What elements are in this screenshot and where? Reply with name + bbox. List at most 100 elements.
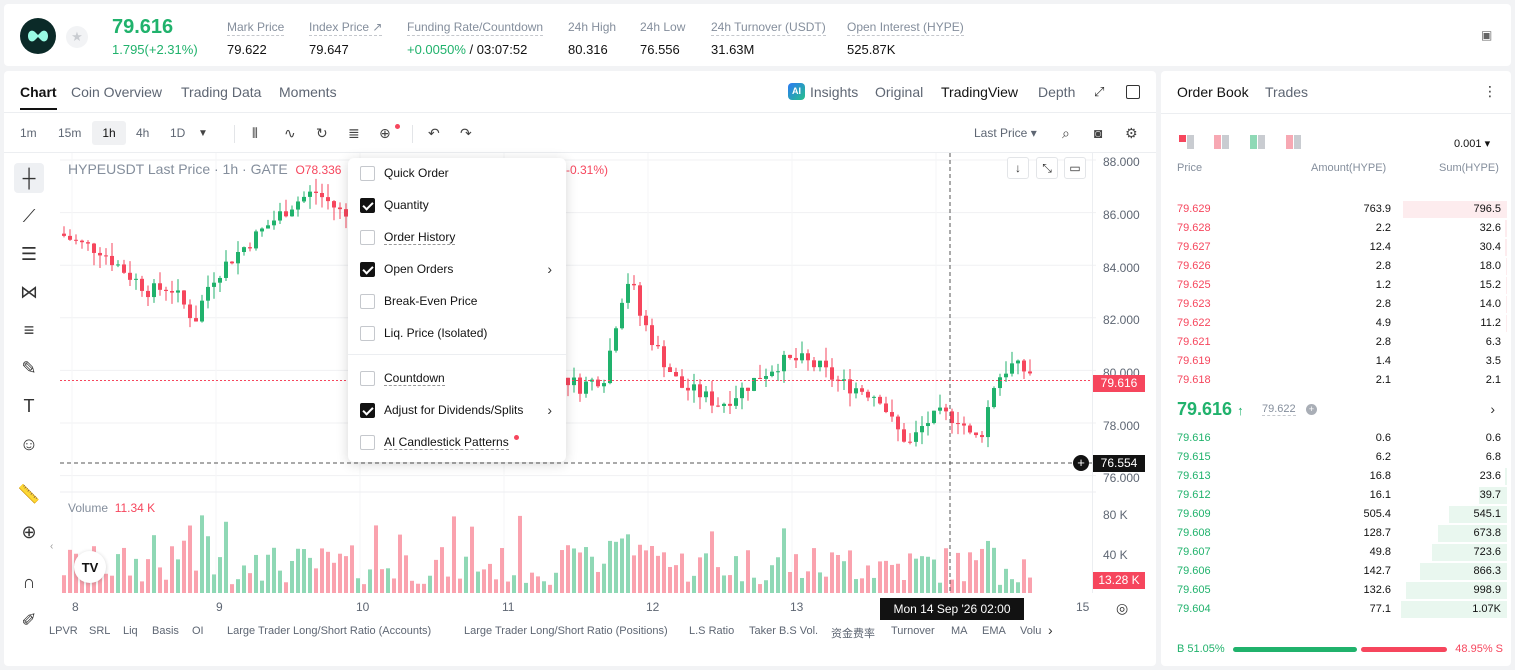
indicator-tab[interactable]: Taker B.S Vol.: [749, 625, 819, 637]
timeframe-4h[interactable]: 4h: [136, 126, 150, 140]
checkbox[interactable]: [360, 166, 375, 181]
checkbox[interactable]: [360, 294, 375, 309]
menu-item[interactable]: Liq. Price (Isolated): [348, 322, 566, 346]
orderbook-row[interactable]: 79.615 6.2 6.8: [1161, 448, 1511, 467]
gear-icon[interactable]: ⚙: [1125, 125, 1138, 141]
expand-icon[interactable]: ⤢: [1094, 84, 1105, 99]
window-icon[interactable]: [1126, 85, 1140, 99]
tab-moments[interactable]: Moments: [279, 84, 337, 100]
indicator-tab[interactable]: L.S Ratio: [689, 625, 735, 637]
orderbook-row[interactable]: 79.622 4.9 11.2: [1161, 314, 1511, 333]
menu-item[interactable]: Quantity: [348, 194, 566, 218]
chevron-right-icon[interactable]: ›: [1490, 401, 1495, 417]
timeframe-1h[interactable]: 1h: [92, 121, 126, 145]
indicator-tab[interactable]: MA: [951, 625, 968, 637]
zoom-icon[interactable]: ⊕: [21, 521, 37, 542]
menu-item[interactable]: Adjust for Dividends/Splits ›: [348, 399, 566, 423]
search-icon[interactable]: ⌕: [1062, 125, 1070, 141]
orderbook-row[interactable]: 79.609 505.4 545.1: [1161, 505, 1511, 524]
tab-coin-overview[interactable]: Coin Overview: [71, 84, 163, 100]
orderbook-row[interactable]: 79.612 16.1 39.7: [1161, 486, 1511, 505]
timeframe-1m[interactable]: 1m: [20, 126, 37, 140]
timeframe-1d[interactable]: 1D: [170, 126, 186, 140]
checkbox[interactable]: [360, 198, 375, 213]
orderbook-row[interactable]: 79.607 49.8 723.6: [1161, 543, 1511, 562]
orderbook-row[interactable]: 79.628 2.2 32.6: [1161, 219, 1511, 238]
candles-icon[interactable]: ⫴: [252, 125, 258, 141]
collapse-icon[interactable]: ⤡: [1036, 157, 1058, 179]
indicator-tab[interactable]: 资金费率: [831, 628, 875, 640]
redo-icon[interactable]: ↷: [460, 125, 472, 141]
indicators-icon[interactable]: ∿: [284, 125, 296, 141]
tab-trading-data[interactable]: Trading Data: [181, 84, 262, 100]
orderbook-row[interactable]: 79.621 2.8 6.3: [1161, 333, 1511, 352]
add-alert-icon[interactable]: +: [1073, 455, 1089, 471]
tradingview-button[interactable]: TradingView: [941, 84, 1019, 100]
menu-item[interactable]: Open Orders ›: [348, 258, 566, 282]
text-icon[interactable]: T: [23, 395, 35, 416]
trendline-icon[interactable]: ⟋: [22, 205, 36, 226]
replay-icon[interactable]: ↻: [316, 125, 328, 141]
book-icon[interactable]: ▣: [1481, 28, 1493, 42]
orderbook-row[interactable]: 79.604 77.1 1.07K: [1161, 600, 1511, 619]
orderbook-row[interactable]: 79.629 763.9 796.5: [1161, 200, 1511, 219]
menu-item[interactable]: Order History: [348, 226, 566, 250]
orderbook-row[interactable]: 79.605 132.6 998.9: [1161, 581, 1511, 600]
chart-settings-icon[interactable]: ◎: [1116, 600, 1129, 616]
depth-button[interactable]: Depth: [1038, 84, 1076, 100]
indicator-tab[interactable]: LPVR: [49, 625, 78, 637]
add-icon[interactable]: ⊕: [379, 125, 391, 141]
indicator-tab[interactable]: Volu: [1020, 625, 1042, 637]
more-icon[interactable]: ⋮: [1483, 83, 1497, 99]
collapse-arrow-icon[interactable]: ‹: [50, 541, 54, 552]
checkbox[interactable]: [360, 435, 375, 450]
crosshair-icon[interactable]: ┼: [14, 163, 44, 193]
maximize-icon[interactable]: ▭: [1064, 157, 1086, 179]
orderbook-row[interactable]: 79.619 1.4 3.5: [1161, 352, 1511, 371]
orderbook-row[interactable]: 79.626 2.8 18.0: [1161, 257, 1511, 276]
camera-icon[interactable]: ◙: [1094, 125, 1103, 141]
orderbook-row[interactable]: 79.625 1.2 15.2: [1161, 276, 1511, 295]
checkbox[interactable]: [360, 403, 375, 418]
magnet-icon[interactable]: ∩: [22, 571, 36, 592]
favorite-star-icon[interactable]: ★: [66, 26, 88, 48]
mode-ratio-icon[interactable]: [1286, 135, 1302, 149]
menu-item[interactable]: Quick Order: [348, 162, 566, 186]
indicator-tab[interactable]: SRL: [89, 625, 111, 637]
checkbox[interactable]: [360, 262, 375, 277]
indicator-tab[interactable]: EMA: [982, 625, 1006, 637]
tab-order-book[interactable]: Order Book: [1177, 84, 1249, 100]
candlestick-chart[interactable]: [60, 153, 1096, 593]
menu-item[interactable]: AI Candlestick Patterns: [348, 431, 566, 455]
menu-item[interactable]: Break-Even Price: [348, 290, 566, 314]
orderbook-row[interactable]: 79.623 2.8 14.0: [1161, 295, 1511, 314]
orderbook-row[interactable]: 79.608 128.7 673.8: [1161, 524, 1511, 543]
undo-icon[interactable]: ↶: [428, 125, 440, 141]
ruler-icon[interactable]: 📏: [17, 483, 41, 504]
precision-select[interactable]: 0.001 ▾: [1454, 138, 1491, 150]
checkbox[interactable]: [360, 326, 375, 341]
orderbook-row[interactable]: 79.613 16.8 23.6: [1161, 467, 1511, 486]
tab-chart[interactable]: Chart: [20, 84, 57, 110]
price-type-select[interactable]: Last Price ▾: [974, 126, 1037, 140]
pencil-lock-icon[interactable]: ✐: [21, 609, 37, 630]
timeframe-15m[interactable]: 15m: [58, 126, 82, 140]
tab-trades[interactable]: Trades: [1265, 84, 1309, 100]
chevron-right-icon[interactable]: ›: [1048, 622, 1053, 638]
original-button[interactable]: Original: [875, 84, 924, 100]
indicator-tab[interactable]: Turnover: [891, 625, 935, 637]
indicator-tab[interactable]: OI: [192, 625, 204, 637]
insights-button[interactable]: Insights: [810, 84, 859, 100]
stat-index-price[interactable]: Index Price ↗ 79.647: [309, 20, 383, 57]
scroll-down-icon[interactable]: ↓: [1007, 157, 1029, 179]
checkbox[interactable]: [360, 371, 375, 386]
fib-icon[interactable]: ≡: [23, 319, 35, 340]
orderbook-row[interactable]: 79.627 12.4 30.4: [1161, 238, 1511, 257]
brush-icon[interactable]: ✎: [21, 357, 37, 378]
orderbook-row[interactable]: 79.618 2.1 2.1: [1161, 371, 1511, 390]
indicator-tab[interactable]: Liq: [123, 625, 138, 637]
mode-bids-icon[interactable]: [1250, 135, 1266, 149]
orderbook-row[interactable]: 79.616 0.6 0.6: [1161, 429, 1511, 448]
pattern-icon[interactable]: ⋈: [20, 281, 38, 302]
orderbook-row[interactable]: 79.606 142.7 866.3: [1161, 562, 1511, 581]
